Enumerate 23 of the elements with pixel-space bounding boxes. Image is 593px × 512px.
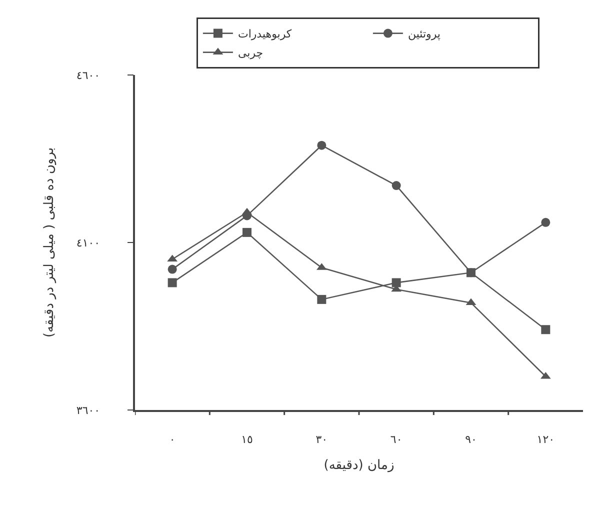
x-axis-title: زمان (دقیقه) [324,458,394,474]
x-tick-label: ٩٠ [465,432,477,446]
legend-label: چربی [238,46,264,60]
x-tick-label: ٣٠ [316,432,328,446]
point [317,140,326,150]
x-tick-label: ٦٠ [390,432,402,446]
point [392,181,401,190]
y-axis-title: برون ده قلبی ( میلی لیتر در دقیقه) [42,147,57,338]
y-tick-label: ٤٦٠٠ [76,68,100,82]
y-tick-label: ٣٦٠٠ [76,404,100,417]
point [168,264,177,274]
legend-label: کربوهیدرات [238,28,292,41]
y-tick-label: ٤١٠٠ [76,236,100,250]
x-tick-label: ٠ [169,432,176,446]
point [168,278,177,288]
point [242,228,252,237]
point [541,325,550,334]
legend-label: پروتئین [408,28,440,41]
point [317,294,326,304]
x-tick-label: ١٥ [241,432,253,446]
point [541,218,550,227]
x-tick-label: ١٢٠ [536,432,555,446]
point [392,278,401,288]
